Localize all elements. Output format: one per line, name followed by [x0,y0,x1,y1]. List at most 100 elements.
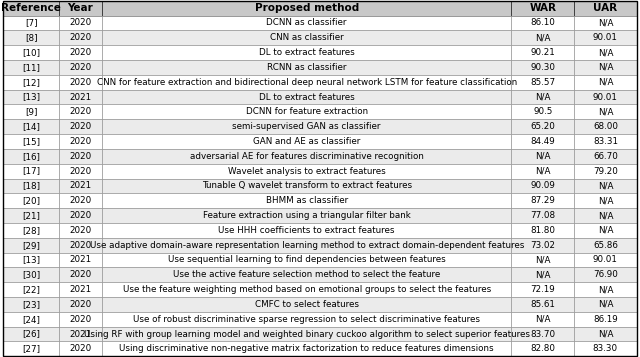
Text: WAR: WAR [529,3,556,13]
Bar [511,341,574,356]
Text: DCNN as classifier: DCNN as classifier [266,19,347,27]
Text: 83.31: 83.31 [593,137,618,146]
Bar [102,30,511,45]
Bar [511,223,574,238]
Text: Using discriminative non-negative matrix factorization to reduce features dimens: Using discriminative non-negative matrix… [120,345,494,353]
Text: 79.20: 79.20 [593,167,618,176]
Text: N/A: N/A [598,285,613,294]
Bar [511,312,574,327]
Text: 73.02: 73.02 [530,241,556,250]
Text: 2020: 2020 [69,33,92,42]
Text: [10]: [10] [22,48,40,57]
Bar [574,119,637,134]
Bar [574,327,637,341]
Text: N/A: N/A [598,48,613,57]
Bar [3,15,59,30]
Text: 76.90: 76.90 [593,270,618,279]
Bar [3,178,59,193]
Bar [102,75,511,90]
Bar [3,149,59,164]
Text: N/A: N/A [598,63,613,72]
Text: N/A: N/A [598,19,613,27]
Bar [59,341,102,356]
Bar [511,238,574,253]
Text: [14]: [14] [22,122,40,131]
Text: Use the feature weighting method based on emotional groups to select the feature: Use the feature weighting method based o… [123,285,491,294]
Text: 65.86: 65.86 [593,241,618,250]
Bar [102,15,511,30]
Text: [22]: [22] [22,285,40,294]
Text: N/A: N/A [535,315,550,324]
Bar [574,30,637,45]
Bar [511,1,574,15]
Bar [3,45,59,60]
Text: 85.57: 85.57 [530,78,556,87]
Bar [59,223,102,238]
Bar [102,90,511,104]
Text: Tunable Q wavelet transform to extract features: Tunable Q wavelet transform to extract f… [202,181,412,190]
Bar [511,30,574,45]
Text: [24]: [24] [22,315,40,324]
Text: N/A: N/A [598,226,613,235]
Bar [511,164,574,178]
Bar [574,60,637,75]
Bar [102,223,511,238]
Text: [18]: [18] [22,181,40,190]
Bar [511,193,574,208]
Bar [102,164,511,178]
Bar [574,1,637,15]
Bar [511,60,574,75]
Bar [3,30,59,45]
Text: 2020: 2020 [69,122,92,131]
Bar [3,312,59,327]
Bar [102,297,511,312]
Text: 2020: 2020 [69,137,92,146]
Text: DCNN for feature extraction: DCNN for feature extraction [246,107,368,116]
Bar [574,105,637,119]
Bar [59,119,102,134]
Text: 86.10: 86.10 [531,19,555,27]
Bar [59,327,102,341]
Text: 2020: 2020 [69,78,92,87]
Bar [59,164,102,178]
Text: 2020: 2020 [69,152,92,161]
Bar [102,327,511,341]
Text: 66.70: 66.70 [593,152,618,161]
Text: 72.19: 72.19 [531,285,555,294]
Text: 2021: 2021 [69,92,92,101]
Bar [3,223,59,238]
Text: N/A: N/A [598,330,613,338]
Bar [59,253,102,267]
Bar [3,134,59,149]
Text: Use sequential learning to find dependencies between features: Use sequential learning to find dependen… [168,256,445,265]
Bar [102,149,511,164]
Bar [574,341,637,356]
Bar [511,75,574,90]
Bar [59,30,102,45]
Bar [102,134,511,149]
Text: [20]: [20] [22,196,40,205]
Text: 83.70: 83.70 [530,330,556,338]
Bar [59,45,102,60]
Text: Use adaptive domain-aware representation learning method to extract domain-depen: Use adaptive domain-aware representation… [90,241,524,250]
Text: 2020: 2020 [69,300,92,309]
Bar [3,238,59,253]
Bar [511,90,574,104]
Text: N/A: N/A [535,33,550,42]
Bar [59,90,102,104]
Text: 85.61: 85.61 [531,300,555,309]
Text: N/A: N/A [535,167,550,176]
Bar [511,282,574,297]
Text: 86.19: 86.19 [593,315,618,324]
Bar [574,208,637,223]
Bar [3,75,59,90]
Text: 2020: 2020 [69,107,92,116]
Bar [102,105,511,119]
Text: [9]: [9] [25,107,37,116]
Text: [13]: [13] [22,92,40,101]
Bar [102,253,511,267]
Text: Wavelet analysis to extract features: Wavelet analysis to extract features [228,167,385,176]
Bar [59,149,102,164]
Bar [102,193,511,208]
Bar [511,267,574,282]
